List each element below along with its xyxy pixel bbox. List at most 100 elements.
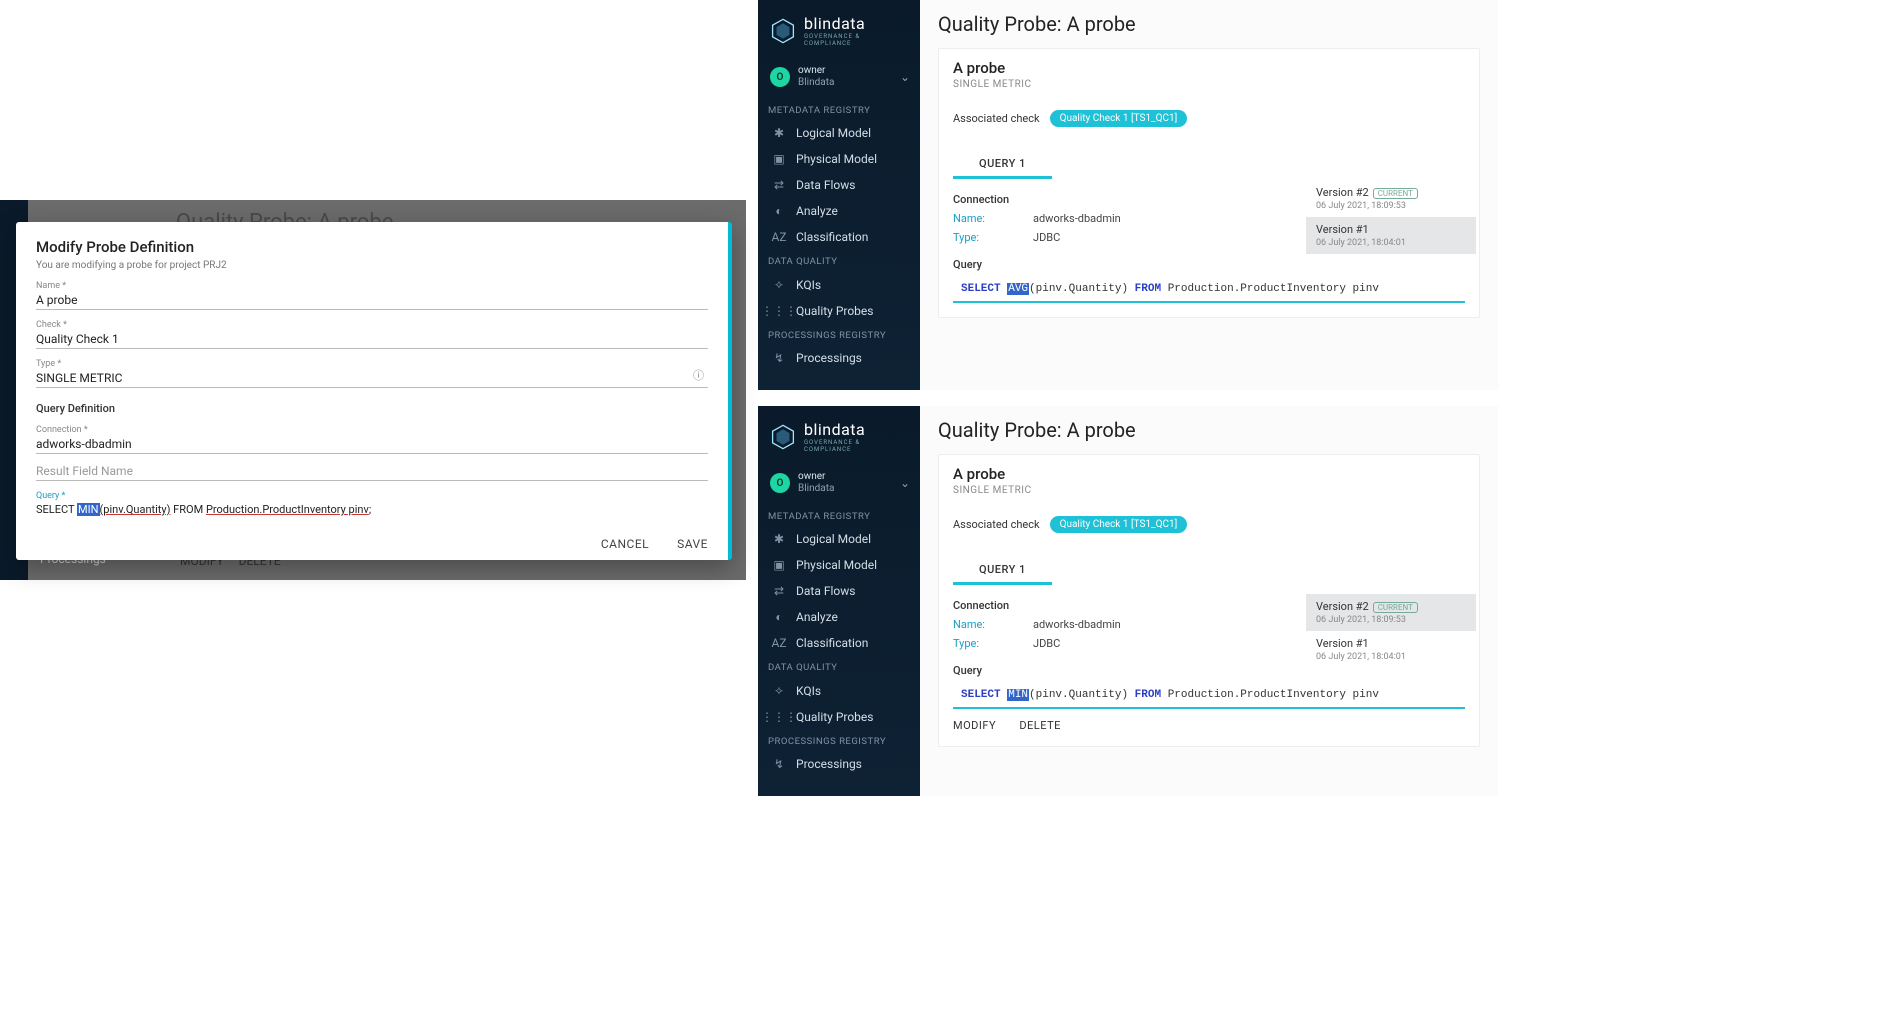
sidebar-item-kqis[interactable]: ⟡ KQIs	[758, 677, 920, 704]
type-field[interactable]: Type * SINGLE METRIC	[36, 359, 708, 388]
nav-label: Quality Probes	[796, 304, 873, 318]
version-item[interactable]: Version #2CURRENT 06 July 2021, 18:09:53	[1306, 594, 1476, 631]
section-proc: PROCESSINGS REGISTRY	[758, 730, 920, 751]
nav-icon: ⟡	[772, 277, 786, 292]
brand-text: blindata	[804, 14, 865, 33]
sidebar-item-processings[interactable]: ↯ Processings	[758, 345, 920, 371]
sidebar-item-logical model[interactable]: ✱ Logical Model	[758, 120, 920, 146]
result-field[interactable]: Result Field Name	[36, 464, 708, 481]
nav-icon: ⋮⋮⋮	[772, 710, 786, 724]
query-box: SELECT MIN(pinv.Quantity) FROM Productio…	[953, 683, 1465, 709]
sidebar-item-analyze[interactable]: ◐ Analyze	[758, 198, 920, 224]
nav-label: Physical Model	[796, 558, 877, 572]
nav-icon: ✱	[772, 126, 786, 140]
brand[interactable]: blindata GOVERNANCE & COMPLIANCE	[758, 414, 920, 465]
sidebar: blindata GOVERNANCE & COMPLIANCE O owner…	[758, 406, 920, 796]
nav-label: Data Flows	[796, 584, 855, 598]
sidebar-item-data flows[interactable]: ⇄ Data Flows	[758, 172, 920, 198]
avatar: O	[770, 67, 790, 87]
sidebar-item-processings[interactable]: ↯ Processings	[758, 751, 920, 777]
page-title: Quality Probe: A probe	[938, 12, 1480, 36]
sidebar-item-analyze[interactable]: ◐ Analyze	[758, 604, 920, 630]
conn-name-val: adworks-dbadmin	[1033, 212, 1121, 225]
nav-icon: AZ	[772, 636, 786, 650]
version-item[interactable]: Version #2CURRENT 06 July 2021, 18:09:53	[1306, 180, 1476, 217]
nav-icon: ◐	[772, 610, 786, 624]
brand-sub: GOVERNANCE & COMPLIANCE	[804, 33, 910, 47]
user-menu[interactable]: O owner Blindata ⌄	[758, 59, 920, 99]
sidebar-item-quality probes[interactable]: ⋮⋮⋮ Quality Probes	[758, 704, 920, 730]
nav-icon: AZ	[772, 230, 786, 244]
name-field[interactable]: Name * A probe	[36, 281, 708, 310]
nav-label: Logical Model	[796, 126, 871, 140]
assoc-label: Associated check	[953, 112, 1040, 125]
brand[interactable]: blindata GOVERNANCE & COMPLIANCE	[758, 8, 920, 59]
type-value: SINGLE METRIC	[36, 371, 708, 385]
sidebar-item-logical model[interactable]: ✱ Logical Model	[758, 526, 920, 552]
nav-label: KQIs	[796, 684, 821, 698]
query-def-header: Query Definition	[36, 402, 708, 415]
associated-check-row: Associated check Quality Check 1 [TS1_QC…	[953, 516, 1465, 533]
connection-field[interactable]: Connection * adworks-dbadmin	[36, 425, 708, 454]
sidebar-item-kqis[interactable]: ⟡ KQIs	[758, 271, 920, 298]
assoc-label: Associated check	[953, 518, 1040, 531]
logo-icon	[770, 424, 796, 450]
save-button[interactable]: SAVE	[677, 537, 708, 551]
query-box: SELECT AVG(pinv.Quantity) FROM Productio…	[953, 277, 1465, 303]
section-metadata: METADATA REGISTRY	[758, 505, 920, 526]
version-date: 06 July 2021, 18:09:53	[1316, 615, 1466, 625]
nav-icon: ✱	[772, 532, 786, 546]
tab-query[interactable]: QUERY 1	[953, 151, 1052, 179]
sidebar-item-data flows[interactable]: ⇄ Data Flows	[758, 578, 920, 604]
tab-query[interactable]: QUERY 1	[953, 557, 1052, 585]
modal-actions: CANCEL SAVE	[577, 533, 708, 552]
chevron-down-icon: ⌄	[900, 70, 910, 84]
nav-label: Classification	[796, 230, 868, 244]
check-label: Check *	[36, 320, 708, 330]
modify-probe-modal: Modify Probe Definition You are modifyin…	[16, 222, 732, 560]
conn-name-val: adworks-dbadmin	[1033, 618, 1121, 631]
page-title: Quality Probe: A probe	[938, 418, 1480, 442]
nav-icon: ◐	[772, 204, 786, 218]
check-field[interactable]: Check * Quality Check 1	[36, 320, 708, 349]
query-value: SELECT MIN(pinv.Quantity) FROM Productio…	[36, 503, 708, 516]
nav-label: KQIs	[796, 278, 821, 292]
modal-panel: Quality Probe: A probe Processings MODIF…	[0, 0, 746, 790]
check-value: Quality Check 1	[36, 332, 708, 346]
sidebar-item-classification[interactable]: AZ Classification	[758, 224, 920, 250]
user-org: Blindata	[798, 483, 834, 495]
sidebar-item-classification[interactable]: AZ Classification	[758, 630, 920, 656]
conn-type-key: Type:	[953, 231, 993, 244]
nav-label: Analyze	[796, 204, 838, 218]
conn-type-key: Type:	[953, 637, 993, 650]
version-name: Version #2	[1316, 186, 1369, 199]
delete-button[interactable]: DELETE	[1019, 719, 1061, 732]
probe-type: SINGLE METRIC	[953, 485, 1465, 496]
version-date: 06 July 2021, 18:09:53	[1316, 201, 1466, 211]
sidebar-item-physical model[interactable]: ▣ Physical Model	[758, 552, 920, 578]
chevron-down-icon: ⌄	[900, 476, 910, 490]
logo-icon	[770, 18, 796, 44]
nav-icon: ⇄	[772, 178, 786, 192]
version-item[interactable]: Version #1 06 July 2021, 18:04:01	[1306, 631, 1476, 668]
result-field-label: Result Field Name	[36, 464, 708, 478]
conn-type-val: JDBC	[1033, 231, 1060, 244]
sidebar-item-physical model[interactable]: ▣ Physical Model	[758, 146, 920, 172]
cancel-button[interactable]: CANCEL	[601, 537, 649, 551]
modify-button[interactable]: MODIFY	[953, 719, 996, 732]
query-label: Query *	[36, 491, 708, 501]
nav-icon: ↯	[772, 757, 786, 771]
check-chip[interactable]: Quality Check 1 [TS1_QC1]	[1050, 110, 1188, 127]
associated-check-row: Associated check Quality Check 1 [TS1_QC…	[953, 110, 1465, 127]
conn-type-val: JDBC	[1033, 637, 1060, 650]
user-menu[interactable]: O owner Blindata ⌄	[758, 465, 920, 505]
versions-list: Version #2CURRENT 06 July 2021, 18:09:53…	[1306, 594, 1476, 668]
query-field[interactable]: Query * SELECT MIN(pinv.Quantity) FROM P…	[36, 491, 708, 518]
nav-label: Processings	[796, 757, 862, 771]
check-chip[interactable]: Quality Check 1 [TS1_QC1]	[1050, 516, 1188, 533]
version-item[interactable]: Version #1 06 July 2021, 18:04:01	[1306, 217, 1476, 254]
user-info: owner Blindata	[798, 65, 834, 89]
name-label: Name *	[36, 281, 708, 291]
modal-title: Modify Probe Definition	[36, 238, 708, 256]
sidebar-item-quality probes[interactable]: ⋮⋮⋮ Quality Probes	[758, 298, 920, 324]
